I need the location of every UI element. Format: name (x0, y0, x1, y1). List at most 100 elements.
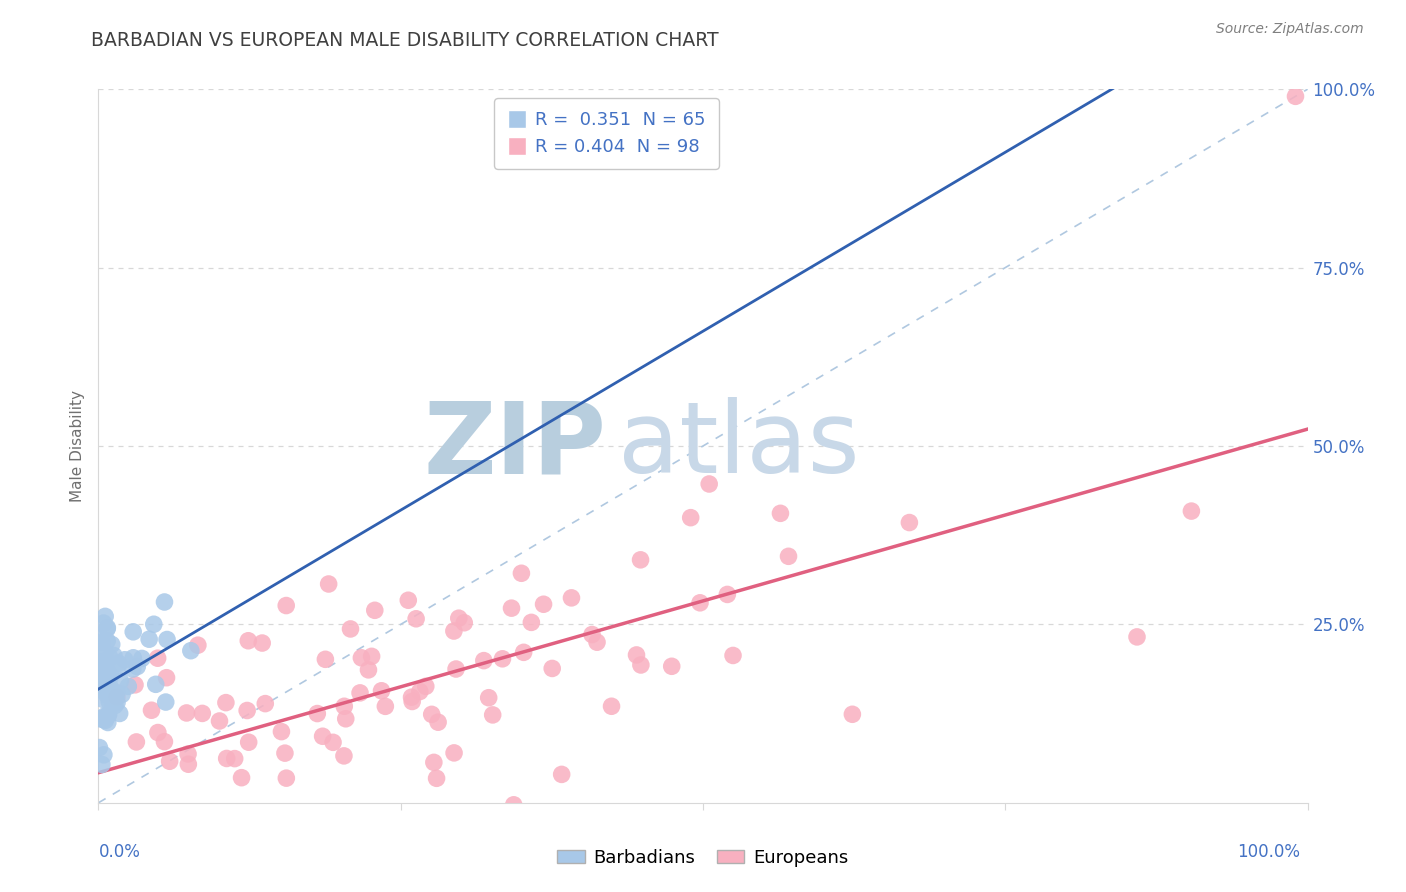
Point (104, 698, 127, 713)
Point (316, 848, 339, 863)
Point (108, 706, 131, 721)
Point (236, 704, 259, 718)
Point (177, 757, 200, 772)
Point (360, 649, 382, 664)
Point (96, 633, 118, 648)
Point (415, 679, 437, 693)
Point (581, 627, 603, 641)
Point (401, 690, 423, 705)
Point (115, 812, 138, 826)
Point (560, 591, 582, 605)
Point (98, 679, 121, 693)
Point (208, 714, 231, 728)
Point (159, 754, 181, 768)
Point (187, 638, 209, 652)
Point (769, 506, 792, 520)
Point (478, 690, 501, 705)
Point (550, 767, 572, 781)
Point (177, 747, 200, 761)
Point (96, 622, 118, 636)
Point (481, 707, 503, 722)
Point (155, 671, 177, 685)
Point (600, 699, 623, 714)
Point (90, 635, 112, 649)
Point (87, 712, 110, 726)
Point (191, 706, 214, 721)
Point (111, 687, 134, 701)
Text: 100.0%: 100.0% (1237, 843, 1301, 861)
Point (94, 609, 117, 624)
Point (103, 689, 125, 703)
Point (339, 622, 361, 636)
Point (841, 707, 863, 722)
Point (250, 636, 273, 650)
Point (679, 510, 702, 524)
Point (335, 712, 357, 726)
Point (401, 694, 423, 708)
Text: atlas: atlas (619, 398, 860, 494)
Point (231, 771, 253, 785)
Point (898, 516, 921, 530)
Point (96, 680, 118, 694)
Point (322, 735, 344, 749)
Point (87, 663, 110, 677)
Point (716, 587, 738, 601)
Point (224, 751, 246, 765)
Point (89, 632, 111, 646)
Point (97, 665, 120, 679)
Point (274, 746, 297, 760)
Point (91, 713, 114, 727)
Point (96, 682, 118, 697)
Point (97, 708, 120, 723)
Point (146, 651, 169, 665)
Point (153, 595, 176, 609)
Point (107, 658, 129, 673)
Point (121, 662, 143, 676)
Point (94, 714, 117, 728)
Point (541, 661, 564, 675)
Point (630, 657, 652, 672)
Point (141, 703, 163, 717)
Point (101, 696, 124, 710)
Point (138, 632, 160, 647)
Point (630, 553, 652, 567)
Text: Source: ZipAtlas.com: Source: ZipAtlas.com (1216, 22, 1364, 37)
Point (89, 674, 111, 689)
Point (180, 643, 202, 657)
Point (444, 662, 467, 676)
Point (145, 677, 167, 691)
Point (100, 637, 122, 651)
Point (420, 707, 443, 722)
Point (125, 735, 148, 749)
Point (240, 818, 263, 832)
Point (409, 684, 432, 698)
Point (447, 837, 470, 851)
Point (122, 650, 145, 665)
Point (370, 683, 392, 698)
Point (97, 707, 120, 722)
Point (110, 674, 132, 689)
Point (1284, 89, 1306, 103)
Point (103, 648, 125, 663)
Point (105, 690, 128, 704)
Legend: R =  0.351  N = 65, R = 0.404  N = 98: R = 0.351 N = 65, R = 0.404 N = 98 (494, 98, 718, 169)
Point (114, 653, 136, 667)
Text: 0.0%: 0.0% (98, 843, 141, 861)
Point (117, 679, 139, 693)
Point (221, 853, 243, 867)
Point (333, 699, 356, 714)
Point (93, 649, 115, 664)
Point (423, 756, 446, 770)
Point (311, 729, 333, 743)
Legend: Barbadians, Europeans: Barbadians, Europeans (550, 842, 856, 874)
Point (586, 635, 609, 649)
Point (215, 696, 238, 710)
Point (697, 477, 720, 491)
Point (349, 686, 371, 700)
Point (176, 706, 198, 720)
Point (91, 682, 114, 697)
Point (426, 772, 449, 786)
Point (98, 688, 121, 702)
Point (314, 652, 336, 666)
Point (443, 746, 465, 760)
